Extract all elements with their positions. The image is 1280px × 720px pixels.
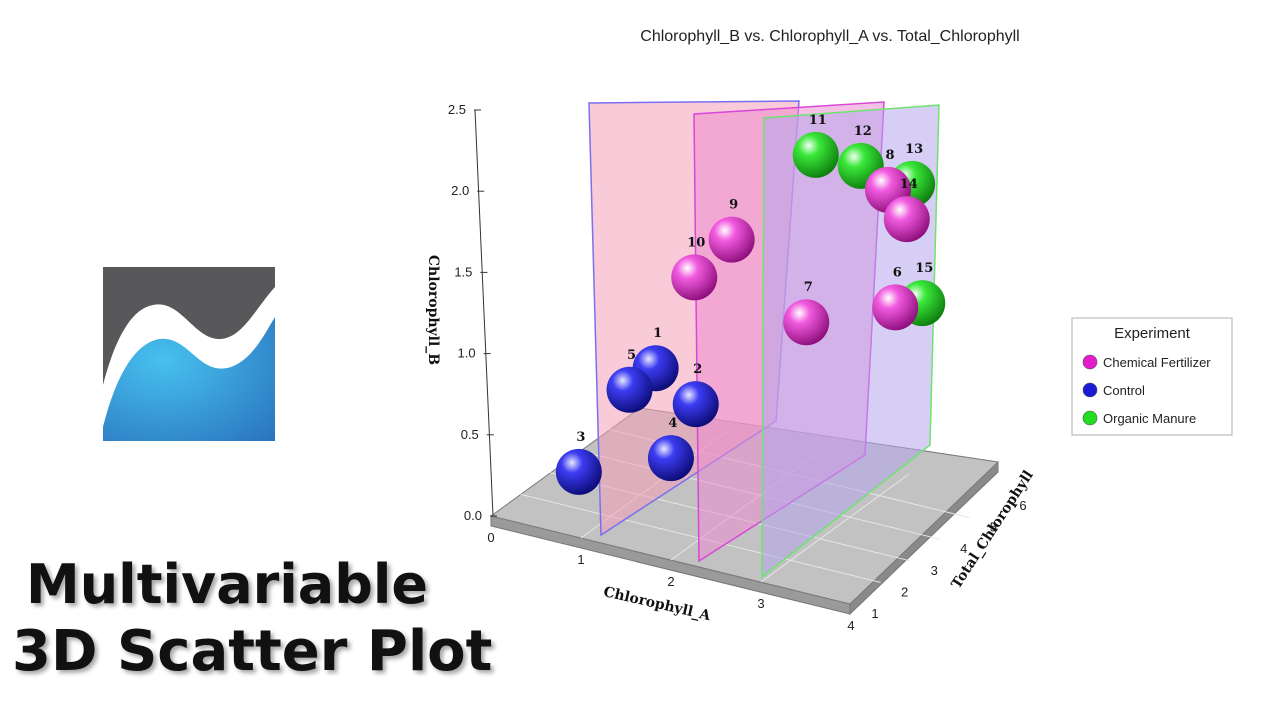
data-point-label: 5: [627, 348, 636, 363]
x-tick-label: 3: [757, 596, 764, 611]
data-point: [708, 216, 755, 263]
data-point-label: 8: [885, 148, 894, 163]
z-tick-label: 2.0: [451, 183, 469, 198]
x-tick-label: 0: [487, 530, 494, 545]
area-chart-logo-icon: [103, 267, 275, 441]
data-point: [555, 448, 602, 495]
data-point-label: 13: [905, 142, 923, 157]
promo-line-2: 3D Scatter Plot: [12, 619, 493, 684]
z-axis-label: Chlorophyll_B: [425, 255, 441, 365]
data-point-label: 1: [653, 326, 662, 341]
promo-line-1: Multivariable: [26, 553, 429, 616]
y-axis-ticks: 1 2 3 4 5 6: [871, 498, 1026, 621]
z-tick-label: 0.5: [461, 427, 479, 442]
data-point: [672, 381, 719, 428]
data-point: [647, 435, 694, 482]
data-point: [606, 366, 653, 413]
y-tick-label: 2: [901, 584, 908, 599]
data-point-label: 14: [900, 177, 918, 192]
chart-title: Chlorophyll_B vs. Chlorophyll_A vs. Tota…: [640, 28, 1019, 45]
y-tick-label: 1: [871, 606, 878, 621]
legend: Experiment Chemical Fertilizer Control Org…: [1071, 317, 1233, 436]
promo-heading: Multivariable 3D Scatter Plot: [12, 552, 493, 686]
y-tick-label: 6: [1019, 498, 1026, 513]
z-tick-label: 2.5: [448, 102, 466, 117]
legend-items: Chemical Fertilizer Control Organic Manure: [1082, 354, 1211, 426]
data-point: [883, 196, 930, 243]
data-point-label: 15: [915, 261, 933, 276]
z-tick-label: 1.0: [458, 346, 476, 361]
scatter-3d-chart: Chlorophyll_B vs. Chlorophyll_A vs. Tota…: [425, 28, 1233, 633]
data-point-label: 2: [693, 362, 702, 377]
legend-label: Control: [1103, 383, 1145, 398]
x-tick-label: 1: [577, 552, 584, 567]
legend-swatch: [1082, 410, 1098, 426]
data-point-label: 10: [687, 235, 705, 250]
data-point: [872, 284, 919, 331]
x-axis-ticks: 0 1 2 3 4: [487, 530, 854, 633]
legend-swatch: [1082, 354, 1098, 370]
data-point: [792, 131, 839, 178]
z-axis-line: [474, 109, 494, 517]
x-tick-label: 4: [847, 618, 854, 633]
data-point: [783, 299, 830, 346]
legend-box: [1071, 317, 1233, 436]
legend-swatch: [1082, 382, 1098, 398]
floor-grid-line: [760, 473, 910, 583]
data-point-label: 9: [729, 198, 738, 213]
z-tick-label: 1.5: [454, 264, 472, 279]
data-point-label: 11: [809, 113, 827, 128]
legend-label: Chemical Fertilizer: [1103, 355, 1211, 370]
z-axis-ticks: 0.0 0.5 1.0 1.5 2.0 2.5: [448, 102, 497, 523]
y-tick-label: 5: [990, 520, 997, 535]
y-tick-label: 4: [960, 541, 967, 556]
z-tick-label: 0.0: [464, 508, 482, 523]
data-point-label: 4: [668, 416, 677, 431]
data-point: [671, 254, 718, 301]
y-tick-label: 3: [931, 563, 938, 578]
x-tick-label: 2: [667, 574, 674, 589]
data-point-label: 7: [804, 280, 813, 295]
legend-title: Experiment: [1114, 325, 1191, 342]
data-point-label: 12: [854, 124, 872, 139]
legend-label: Organic Manure: [1103, 411, 1196, 426]
data-point-label: 3: [576, 430, 585, 445]
data-point-label: 6: [893, 265, 902, 280]
x-axis-label: Chlorophyll_A: [602, 584, 713, 624]
